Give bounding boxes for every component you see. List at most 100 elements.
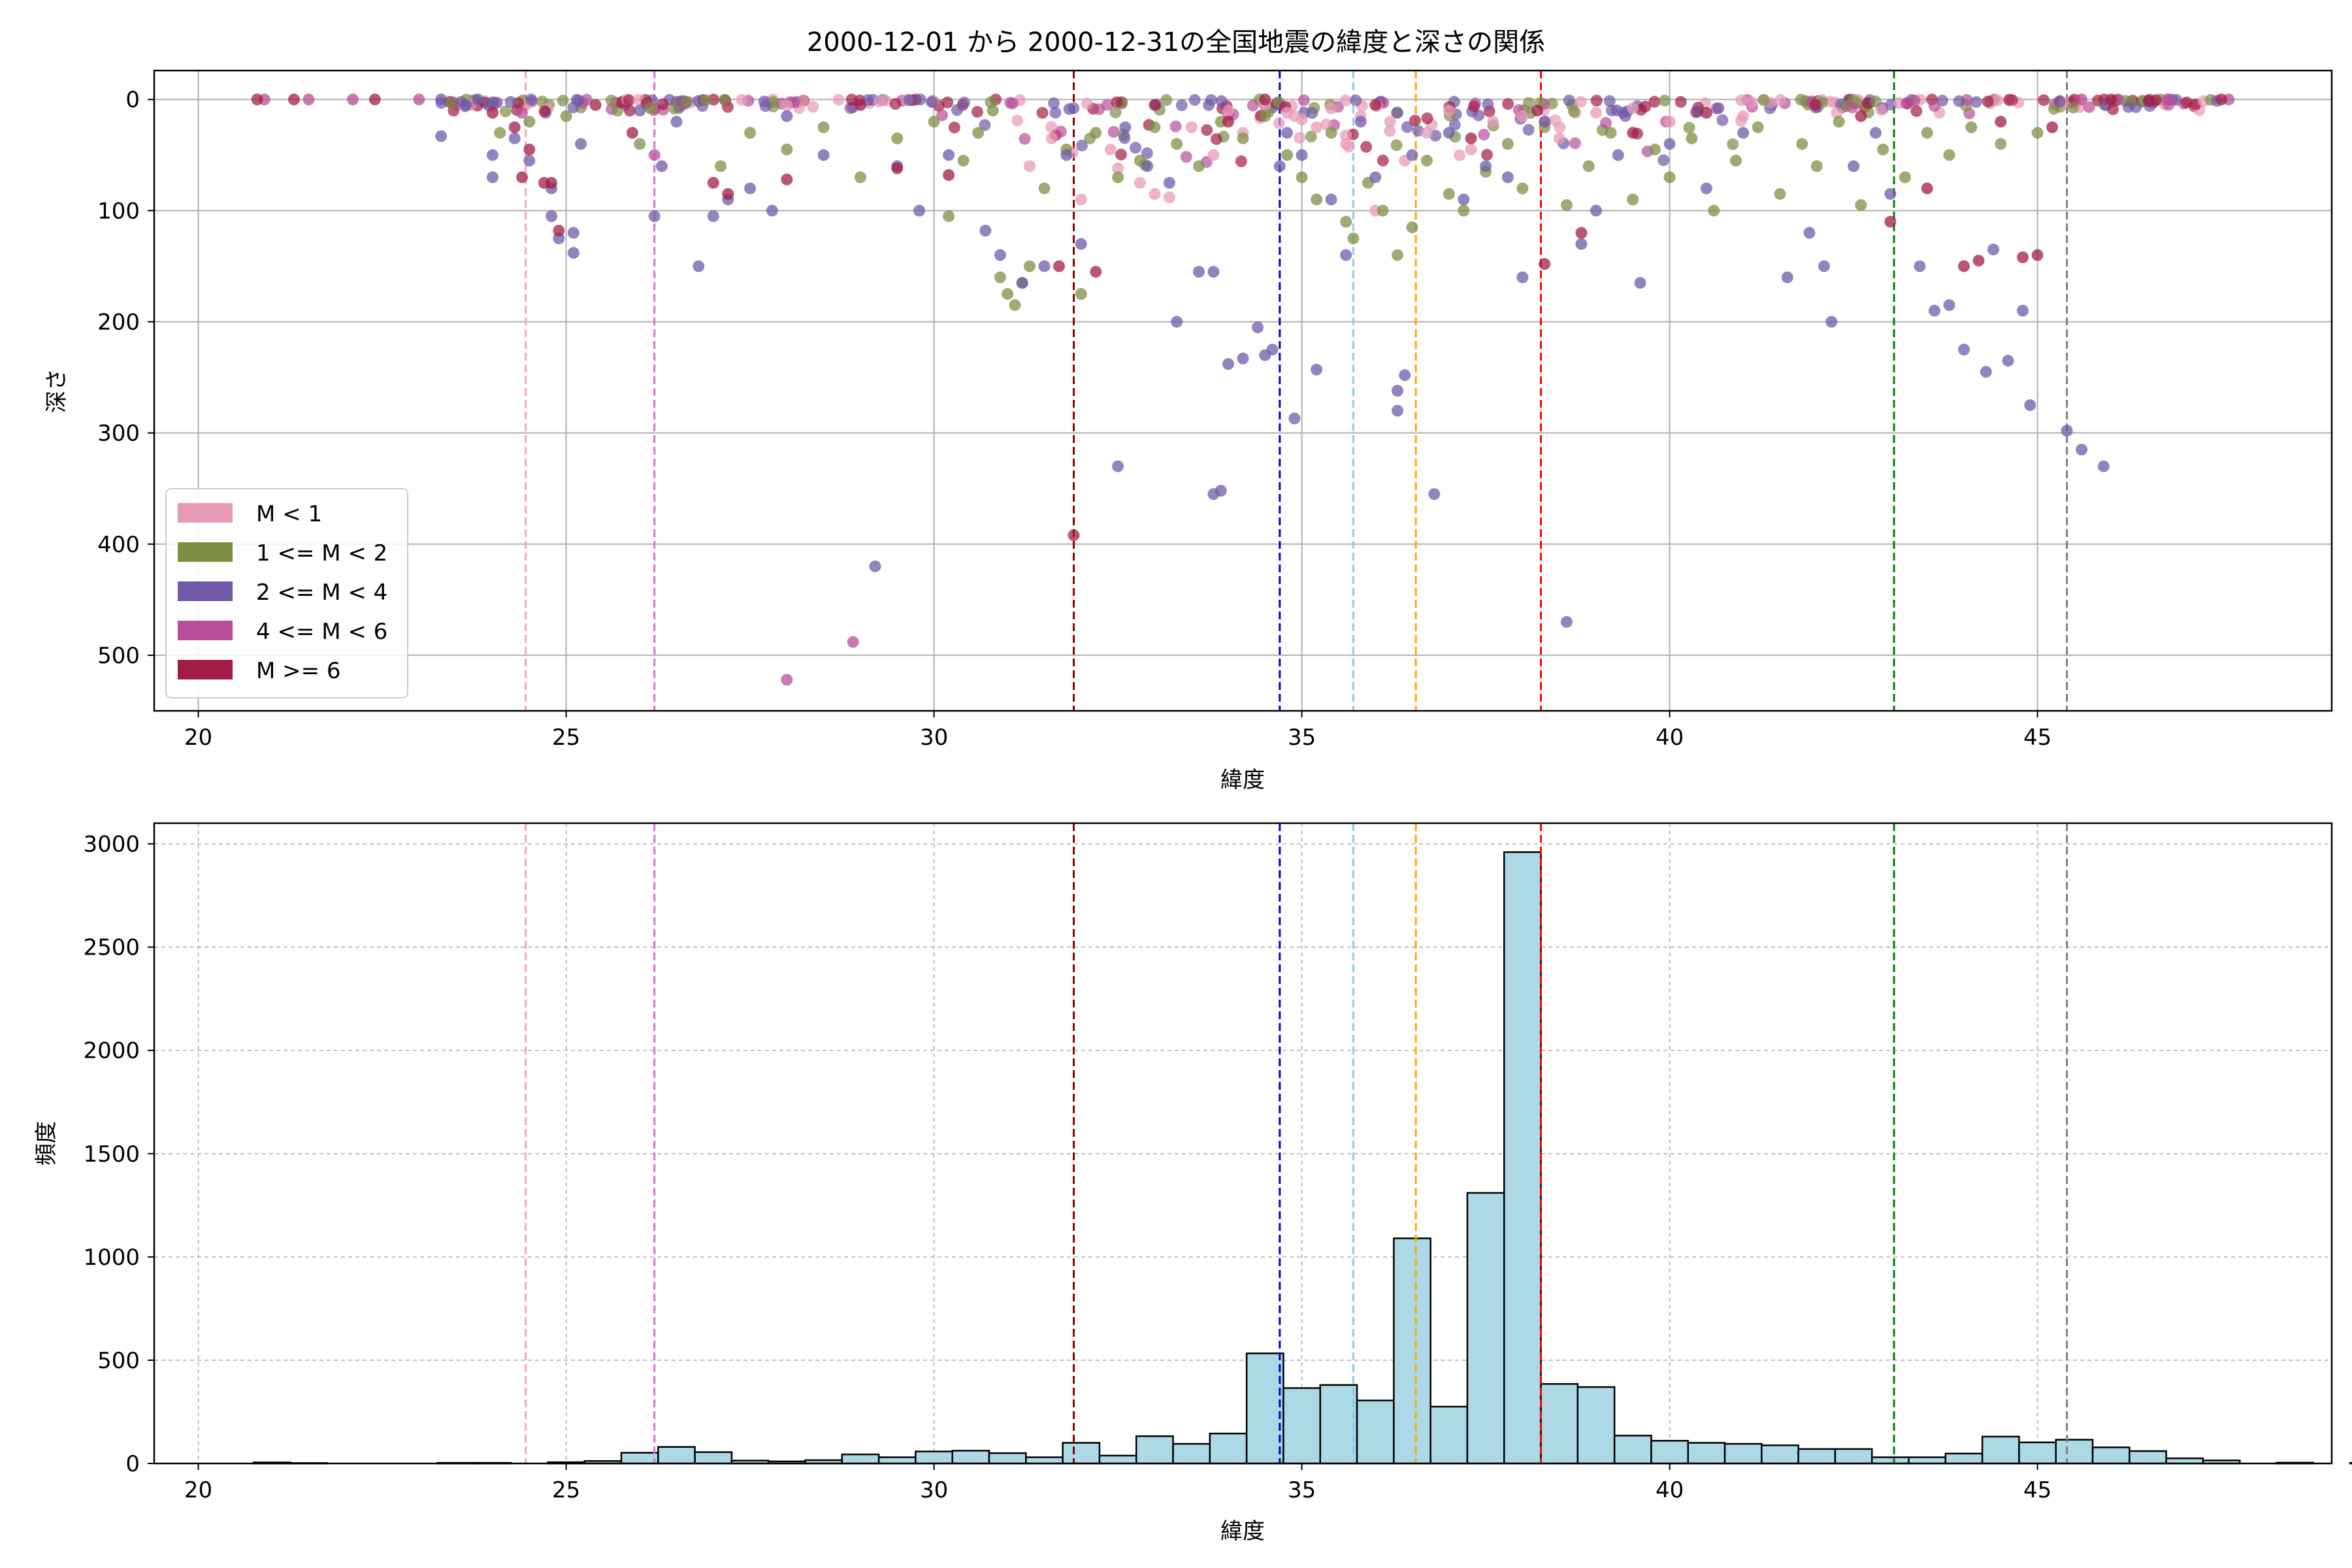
scatter-point bbox=[889, 98, 902, 110]
scatter-point bbox=[516, 171, 529, 184]
scatter-point bbox=[2003, 93, 2016, 106]
scatter-point bbox=[693, 260, 705, 272]
scatter-point bbox=[913, 204, 926, 217]
scatter-point bbox=[504, 96, 517, 108]
figure-title: 2000-12-01 から 2000-12-31の全国地震の緯度と深さの関係 bbox=[807, 27, 1545, 57]
scatter-point bbox=[1207, 265, 1220, 278]
scatter-y-tick-label: 300 bbox=[97, 421, 140, 447]
histogram-bar bbox=[1466, 1192, 1505, 1465]
scatter-point bbox=[1995, 116, 2007, 128]
scatter-point bbox=[1855, 110, 1867, 122]
scatter-point bbox=[744, 182, 757, 195]
scatter-point bbox=[523, 116, 536, 128]
scatter-point bbox=[634, 105, 646, 117]
scatter-y-tick-label: 500 bbox=[97, 643, 140, 669]
scatter-point bbox=[2017, 251, 2029, 263]
histogram-y-tick-label: 2500 bbox=[83, 935, 140, 961]
scatter-point bbox=[435, 93, 448, 106]
histogram-y-tick-label: 2000 bbox=[83, 1038, 140, 1064]
scatter-point bbox=[1180, 151, 1192, 163]
scatter-point bbox=[1075, 193, 1087, 206]
scatter-point bbox=[1075, 238, 1087, 250]
scatter-point bbox=[1023, 260, 1036, 272]
scatter-point bbox=[1539, 116, 1551, 128]
scatter-point bbox=[1627, 102, 1639, 114]
scatter-point bbox=[1686, 132, 1698, 144]
scatter-point bbox=[926, 96, 938, 108]
scatter-point bbox=[1663, 116, 1676, 128]
scatter-point bbox=[1038, 182, 1051, 195]
scatter-point bbox=[1957, 344, 1970, 356]
scatter-point bbox=[575, 138, 587, 150]
scatter-point bbox=[1674, 95, 1687, 108]
scatter-point bbox=[2076, 444, 2088, 456]
scatter-point bbox=[1522, 123, 1535, 136]
scatter-point bbox=[655, 160, 668, 172]
scatter-point bbox=[832, 93, 845, 106]
scatter-point bbox=[1716, 114, 1729, 126]
scatter-point bbox=[1877, 143, 1889, 155]
scatter-point bbox=[1569, 137, 1581, 150]
histogram-bar bbox=[2129, 1450, 2167, 1465]
scatter-point bbox=[1869, 127, 1882, 139]
histogram-bar bbox=[1025, 1456, 1064, 1465]
histogram-y-tick-label: 1500 bbox=[83, 1141, 140, 1168]
histogram-bar bbox=[1098, 1454, 1137, 1465]
histogram-bar bbox=[1834, 1448, 1873, 1465]
scatter-point bbox=[1149, 121, 1161, 133]
scatter-point bbox=[1247, 99, 1259, 112]
scatter-point bbox=[2083, 101, 2095, 113]
scatter-point bbox=[1391, 106, 1403, 119]
scatter-point bbox=[854, 171, 866, 184]
scatter-point bbox=[1575, 95, 1587, 108]
histogram-bar bbox=[1503, 851, 1542, 1465]
scatter-point bbox=[2053, 95, 2066, 108]
scatter-point bbox=[1421, 127, 1433, 139]
scatter-point bbox=[1531, 105, 1543, 117]
scatter-point bbox=[1987, 243, 2000, 255]
histogram-frame bbox=[153, 822, 2333, 1465]
scatter-point bbox=[1605, 127, 1617, 139]
scatter-point bbox=[1443, 105, 1455, 117]
histogram-x-ticks: 20 25 30 35 40 45 bbox=[184, 1463, 2051, 1503]
scatter-point bbox=[1296, 149, 1308, 161]
scatter-point bbox=[1729, 154, 1742, 167]
scatter-point bbox=[1104, 143, 1117, 155]
scatter-point bbox=[1774, 188, 1786, 200]
scatter-point bbox=[1130, 142, 1142, 154]
histogram-bar bbox=[1870, 1456, 1910, 1465]
scatter-point bbox=[759, 100, 772, 112]
scatter-x-tick-label: 20 bbox=[184, 725, 212, 751]
histogram-x-tick-label: 45 bbox=[2023, 1477, 2051, 1503]
scatter-point bbox=[1360, 140, 1373, 153]
scatter-point bbox=[1369, 99, 1382, 111]
scatter-point bbox=[1943, 299, 1955, 311]
scatter-point bbox=[2149, 94, 2162, 106]
scatter-point bbox=[1708, 204, 1720, 217]
scatter-point bbox=[1340, 138, 1352, 150]
scatter-point bbox=[1107, 125, 1120, 138]
scatter-point bbox=[1377, 204, 1389, 217]
scatter-point bbox=[1339, 94, 1352, 106]
scatter-point bbox=[1215, 95, 1228, 107]
scatter-point bbox=[1560, 199, 1573, 211]
scatter-point bbox=[1639, 101, 1652, 113]
scatter-point bbox=[1252, 321, 1264, 334]
scatter-point bbox=[1567, 105, 1580, 118]
scatter-point bbox=[2164, 93, 2176, 106]
scatter-point bbox=[1141, 147, 1153, 159]
scatter-point bbox=[648, 210, 661, 222]
scatter-point bbox=[446, 97, 458, 109]
histogram-bar bbox=[915, 1450, 953, 1465]
scatter-point bbox=[1590, 204, 1602, 217]
scatter-point bbox=[538, 105, 551, 118]
scatter-point bbox=[1563, 94, 1575, 106]
scatter-point bbox=[979, 225, 992, 237]
scatter-point bbox=[1259, 93, 1271, 106]
scatter-point bbox=[1549, 114, 1561, 127]
scatter-point bbox=[744, 127, 757, 139]
scatter-point bbox=[1953, 95, 1965, 107]
scatter-point bbox=[936, 109, 949, 122]
legend-swatch bbox=[178, 621, 233, 640]
scatter-point bbox=[1016, 276, 1028, 289]
